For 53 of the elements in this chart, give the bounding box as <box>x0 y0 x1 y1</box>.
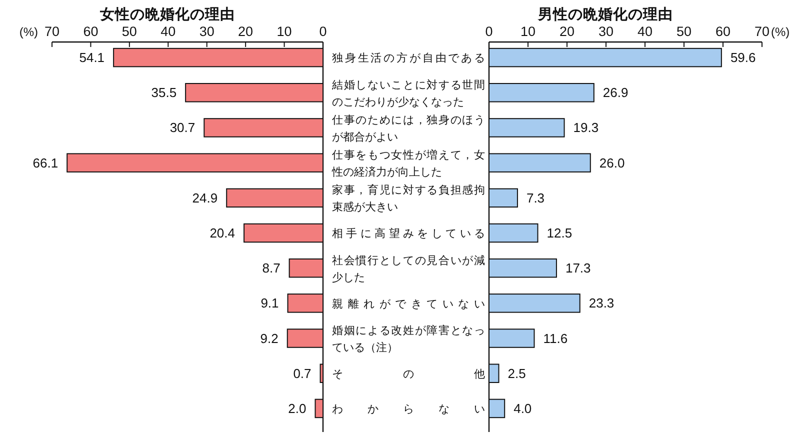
x-tick-label: 30 <box>598 24 614 39</box>
data-label: 54.1 <box>79 50 105 66</box>
x-tick-label: 50 <box>676 24 692 39</box>
x-tick-label: 0 <box>319 24 327 39</box>
category-label: その他 <box>332 368 485 381</box>
category-label: 家事，育児に対する負担感拘束感が大きい <box>332 184 485 214</box>
category-label: わからない <box>332 404 485 416</box>
data-label: 8.7 <box>262 260 280 276</box>
data-label: 19.3 <box>573 120 599 136</box>
data-label: 26.9 <box>602 85 628 100</box>
data-label: 9.1 <box>260 296 279 311</box>
data-label: 66.1 <box>32 155 58 170</box>
category-label: 親離れができていない <box>332 298 485 310</box>
category-label: 社会慣行としての見合いが減少した <box>332 254 485 284</box>
x-tick-label: 0 <box>485 24 493 39</box>
data-label: 11.6 <box>543 330 568 346</box>
x-axis-title: (%) <box>19 25 38 39</box>
x-tick-label: 60 <box>83 24 98 39</box>
x-tick-label: 40 <box>160 24 176 39</box>
x-tick-label: 50 <box>122 24 137 39</box>
data-label: 9.2 <box>260 330 278 346</box>
data-label: 2.0 <box>288 400 306 416</box>
category-label: 相手に高望みをしている <box>332 228 485 240</box>
category-label: 結婚しないことに対する世間のこだわりが少なくなった <box>332 79 485 108</box>
data-label: 12.5 <box>546 226 572 240</box>
category-label: 独身生活の方が自由である <box>332 52 485 65</box>
data-label: 59.6 <box>730 50 756 66</box>
data-label: 23.3 <box>588 296 614 311</box>
x-tick-label: 70 <box>754 24 770 39</box>
chart-title: 女性の晩婚化の理由 <box>99 6 235 23</box>
x-tick-label: 70 <box>44 24 60 39</box>
x-tick-label: 10 <box>276 24 292 39</box>
x-tick-label: 10 <box>520 24 536 39</box>
chart-title: 男性の晩婚化の理由 <box>537 6 673 23</box>
category-label: 仕事をもつ女性が増えて，女性の経済力が向上した <box>332 150 485 179</box>
x-axis-title: (%) <box>771 25 790 39</box>
x-tick-label: 20 <box>238 24 254 39</box>
data-label: 35.5 <box>151 85 177 100</box>
category-label: 仕事のためには，独身のほうが都合がよい <box>332 114 485 144</box>
data-label: 2.5 <box>508 366 526 381</box>
data-label: 30.7 <box>170 120 196 136</box>
data-label: 7.3 <box>526 190 545 206</box>
x-tick-label: 60 <box>715 24 731 39</box>
data-label: 26.0 <box>599 155 625 170</box>
data-label: 0.7 <box>293 366 312 381</box>
x-tick-label: 40 <box>637 24 653 39</box>
data-label: 4.0 <box>514 400 532 416</box>
data-label: 20.4 <box>210 226 236 240</box>
data-label: 24.9 <box>192 190 218 206</box>
x-tick-label: 30 <box>199 24 214 39</box>
data-label: 17.3 <box>565 260 591 276</box>
category-label: 婚姻による改姓が障害となっている（注） <box>332 324 485 354</box>
x-tick-label: 20 <box>559 24 575 39</box>
